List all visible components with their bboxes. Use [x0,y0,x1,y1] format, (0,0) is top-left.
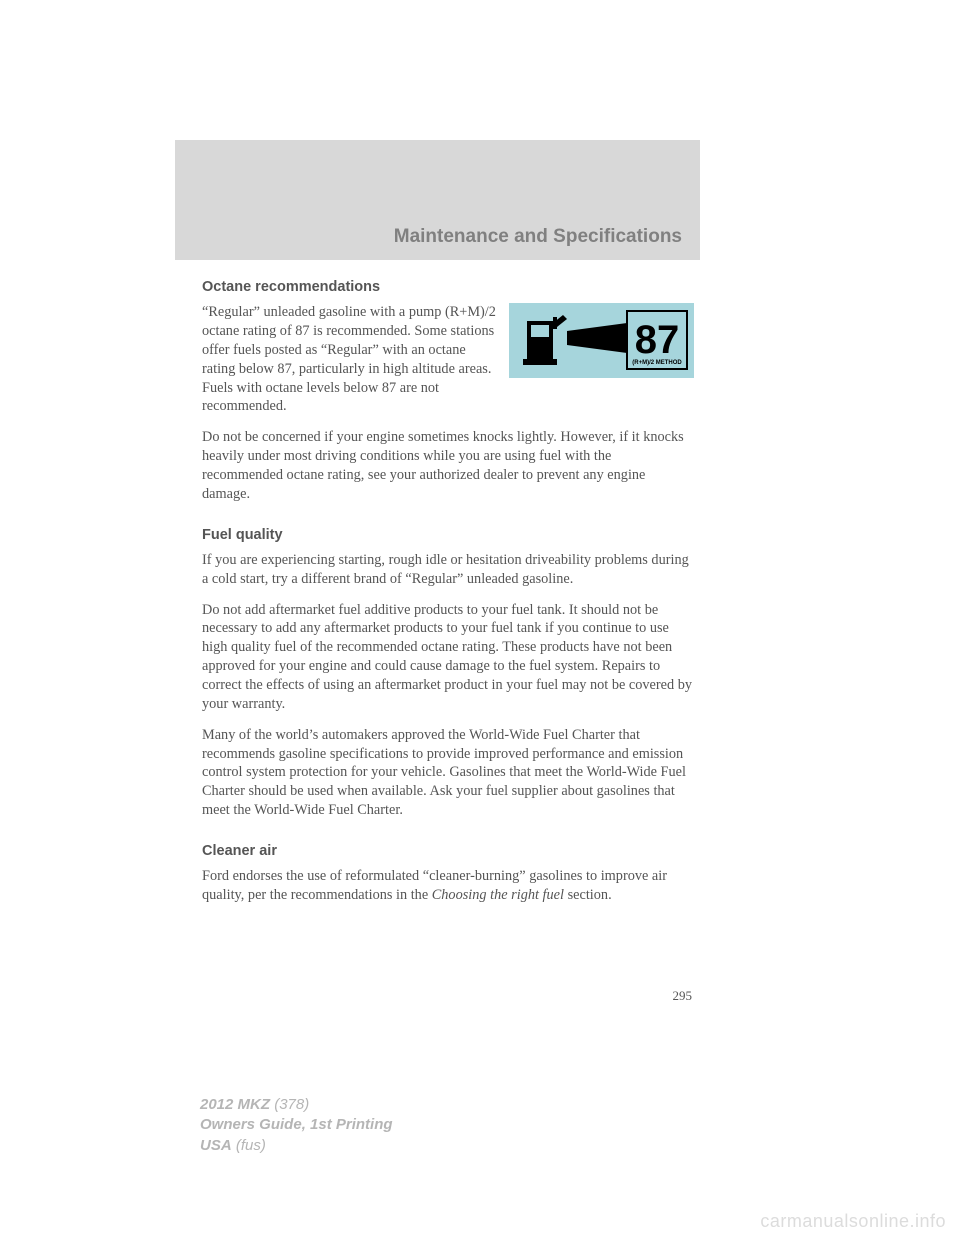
fuel-quality-p2: Do not add aftermarket fuel additive pro… [202,601,694,714]
fuel-quality-p3: Many of the world’s automakers approved … [202,726,694,820]
content-area: Octane recommendations 87 [202,278,694,917]
cleaner-air-heading: Cleaner air [202,842,694,861]
footer-line1: 2012 MKZ (378) [200,1095,393,1115]
fuel-quality-p1: If you are experiencing starting, rough … [202,551,694,589]
footer-line3: USA (fus) [200,1136,393,1156]
octane-method: (R+M)/2 METHOD [632,360,682,366]
cleaner-air-p1: Ford endorses the use of reformulated “c… [202,867,694,905]
header-block: Maintenance and Specifications [175,140,700,260]
octane-heading: Octane recommendations [202,278,694,297]
footer-model: 2012 MKZ [200,1096,270,1113]
footer-region-code: (fus) [232,1137,266,1154]
page-number: 295 [673,988,693,1004]
footer-region: USA [200,1137,232,1154]
cleaner-air-p1-ital: Choosing the right fuel [432,887,564,903]
octane-p1-wrap: 87 (R+M)/2 METHOD “Regular” unleaded gas… [202,303,694,416]
watermark: carmanualsonline.info [760,1211,946,1232]
footer-line2: Owners Guide, 1st Printing [200,1115,393,1135]
octane-figure: 87 (R+M)/2 METHOD [509,303,694,378]
octane-p2: Do not be concerned if your engine somet… [202,428,694,503]
fuel-quality-heading: Fuel quality [202,526,694,545]
octane-number: 87 [635,318,680,362]
footer: 2012 MKZ (378) Owners Guide, 1st Printin… [200,1095,393,1156]
header-title: Maintenance and Specifications [394,226,682,248]
footer-code: (378) [270,1096,309,1113]
cleaner-air-p1-post: section. [564,887,612,903]
page: Maintenance and Specifications Octane re… [0,0,960,1242]
